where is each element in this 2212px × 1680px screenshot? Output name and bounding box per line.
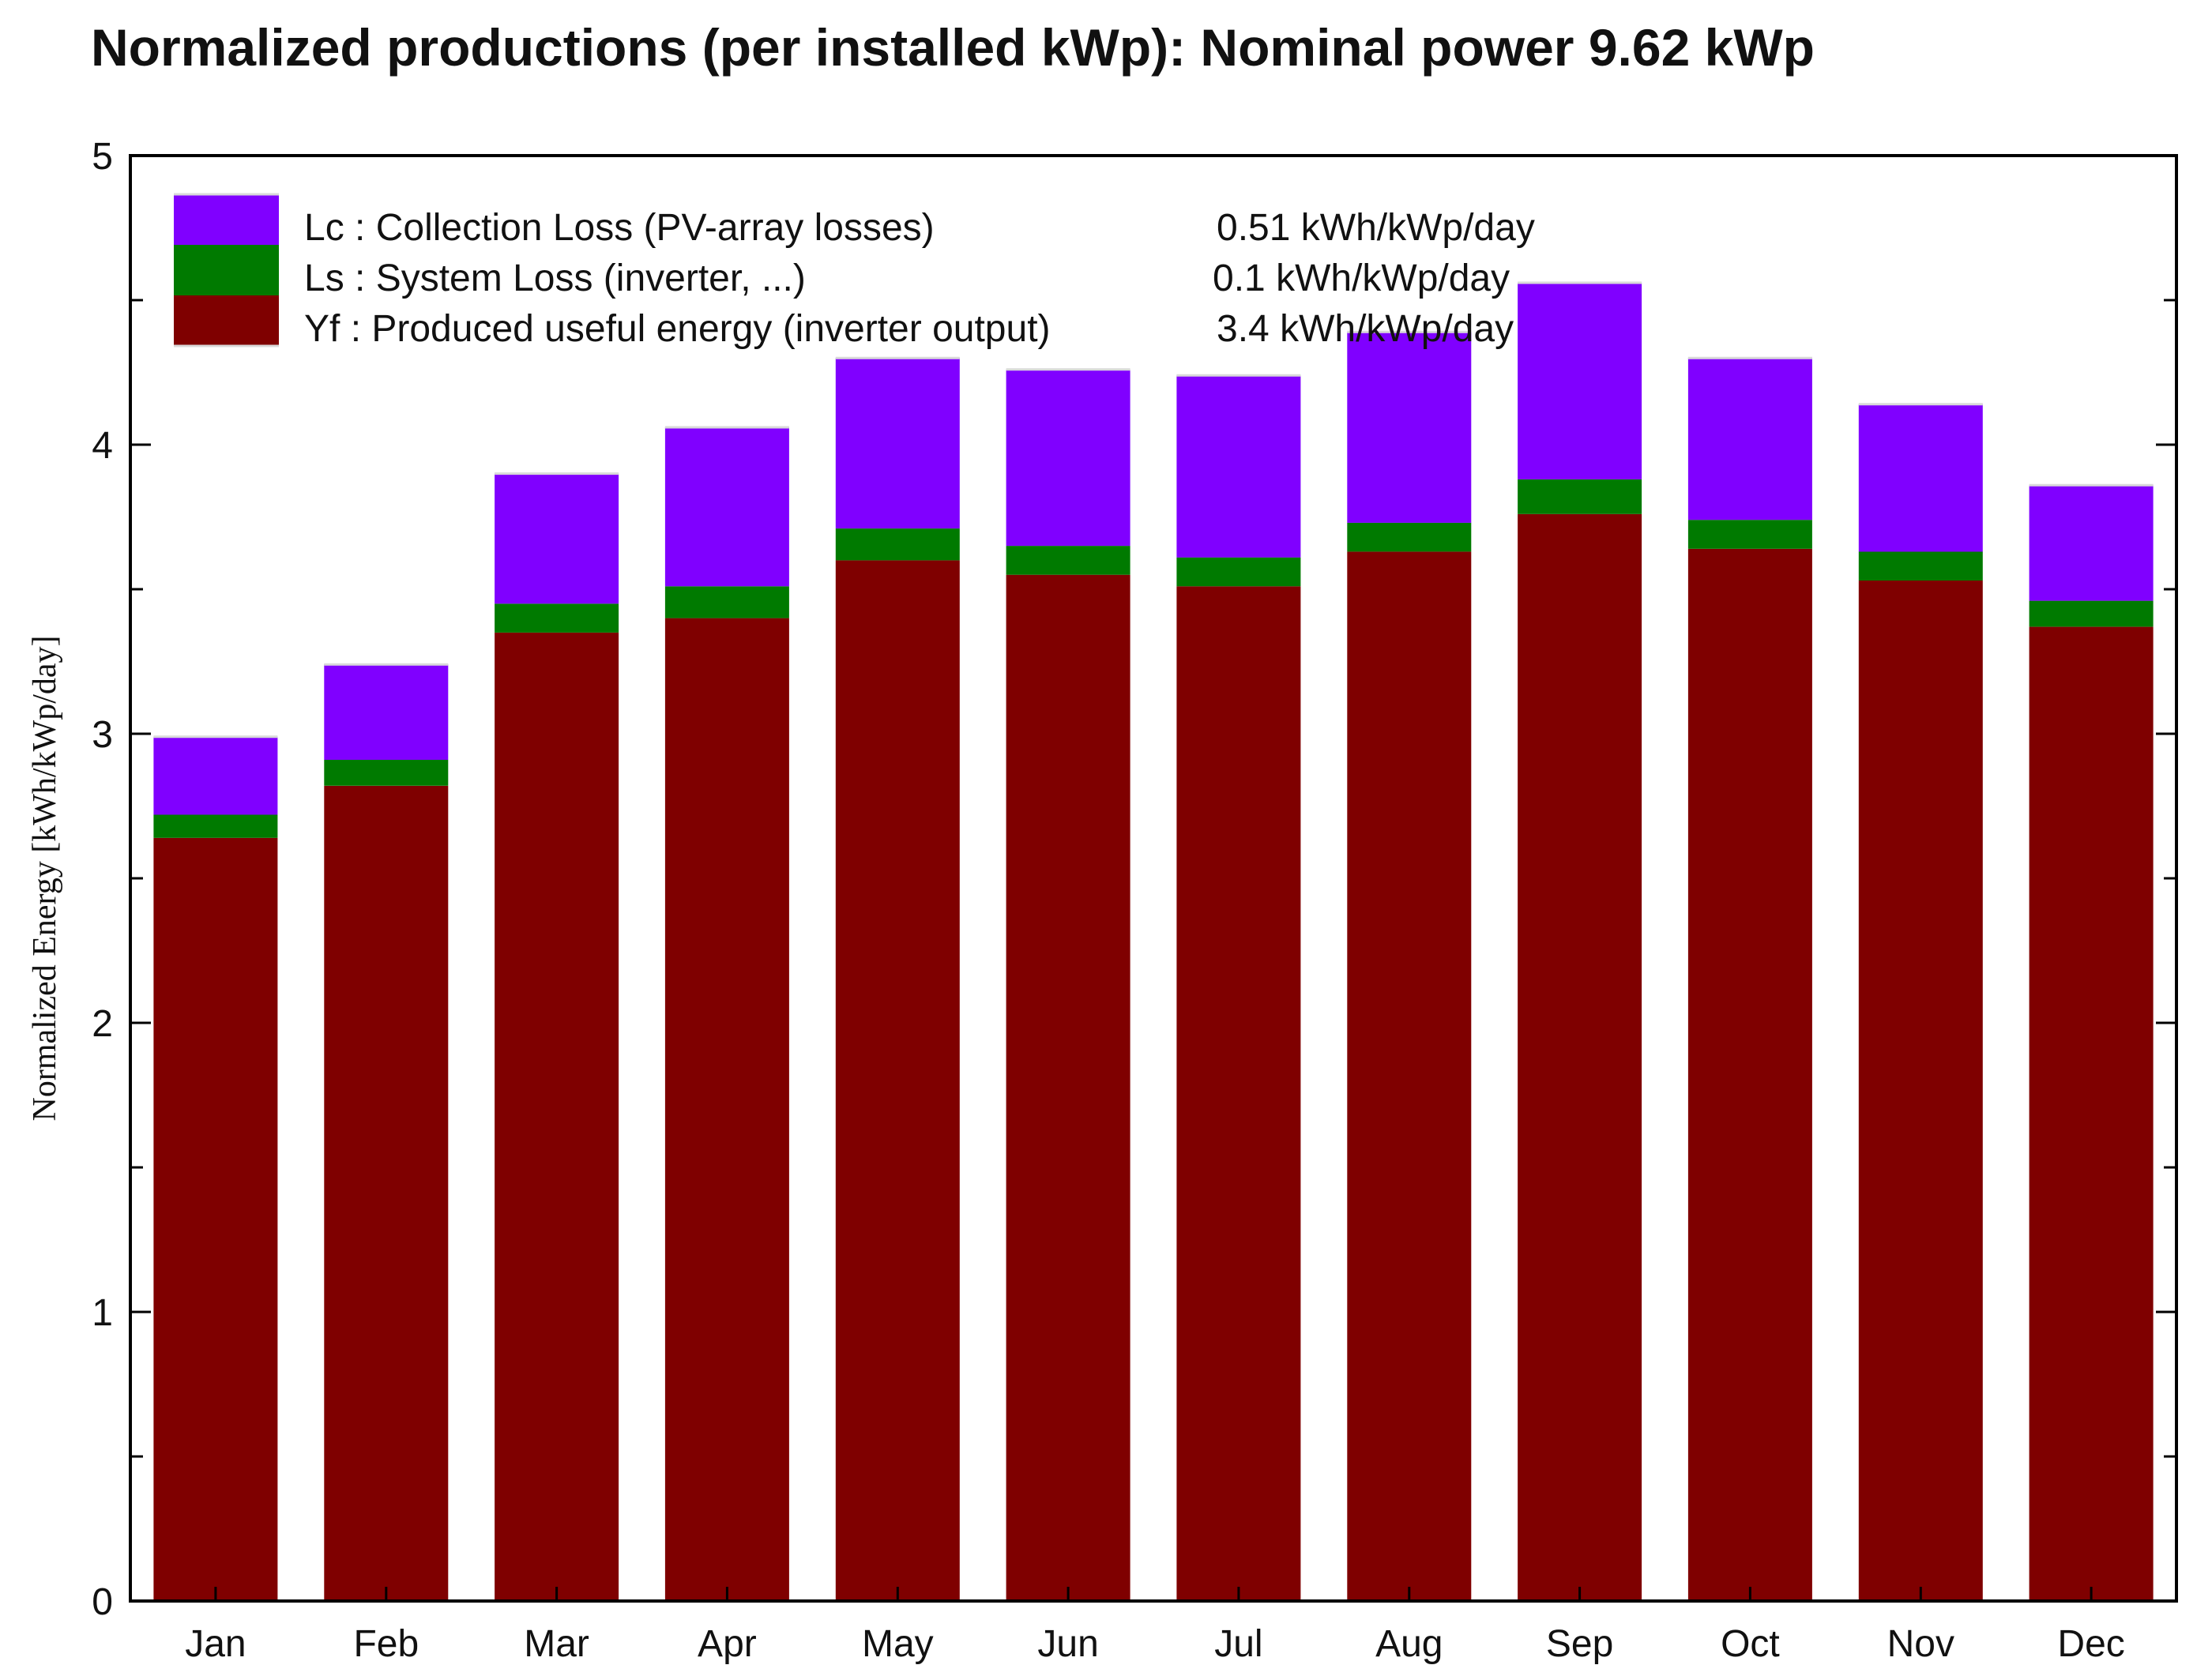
- bar-yf-aug: [1347, 551, 1472, 1601]
- x-tick-label-dec: Dec: [2057, 1623, 2124, 1665]
- x-tick-label-jul: Jul: [1214, 1623, 1262, 1665]
- bar-lc-apr: [664, 427, 789, 587]
- bar-yf-jun: [1006, 574, 1130, 1602]
- bar-ls-jul: [1176, 557, 1301, 587]
- legend-value-lc: 0.51 kWh/kWp/day: [1217, 207, 1535, 249]
- legend-value-ls: 0.1 kWh/kWp/day: [1213, 257, 1510, 299]
- x-tick-label-jan: Jan: [185, 1623, 246, 1665]
- bar-ls-nov: [1858, 551, 1983, 581]
- bar-ls-jun: [1006, 546, 1130, 575]
- legend-value-yf: 3.4 kWh/kWp/day: [1217, 308, 1514, 350]
- legend-swatch-ls: [174, 245, 279, 295]
- legend-swatch-yf: [174, 295, 279, 346]
- bar-lc-dec: [2029, 485, 2154, 601]
- bar-yf-may: [835, 560, 960, 1601]
- bar-ls-may: [835, 528, 960, 561]
- bar-yf-apr: [664, 618, 789, 1601]
- legend-label-yf: Yf : Produced useful energy (inverter ou…: [304, 308, 1051, 350]
- ticks-layer: [130, 154, 2176, 1603]
- y-tick-label-3: 3: [92, 714, 113, 756]
- bar-ls-mar: [495, 603, 619, 633]
- x-tick-label-oct: Oct: [1721, 1623, 1780, 1665]
- x-tick-label-apr: Apr: [698, 1623, 757, 1665]
- bar-lc-nov: [1858, 404, 1983, 552]
- bar-ls-oct: [1687, 520, 1812, 549]
- bar-ls-aug: [1347, 522, 1472, 552]
- legend-label-lc: Lc : Collection Loss (PV-array losses): [304, 207, 935, 249]
- y-tick-label-2: 2: [92, 1003, 113, 1045]
- legend-swatch-lc: [174, 194, 279, 245]
- bar-lc-feb: [324, 664, 449, 760]
- bar-yf-feb: [324, 785, 449, 1601]
- x-tick-label-feb: Feb: [353, 1623, 419, 1665]
- bar-ls-feb: [324, 759, 449, 786]
- bar-yf-nov: [1858, 581, 1983, 1601]
- legend-label-ls: Ls : System Loss (inverter, ...): [304, 257, 806, 299]
- labels-layer: Jan Feb Mar Apr May Jun Jul Aug Sep Oct Nov Dec 0 1 2 3…: [92, 136, 2124, 1665]
- x-tick-label-sep: Sep: [1546, 1623, 1613, 1665]
- x-tick-label-mar: Mar: [524, 1623, 589, 1665]
- legend: Lc : Collection Loss (PV-array losses) 0.…: [174, 193, 1535, 350]
- bar-lc-aug: [1347, 332, 1472, 523]
- x-tick-label-aug: Aug: [1375, 1623, 1443, 1665]
- y-axis-label: Normalized Energy [kWh/kWp/day]: [27, 635, 63, 1121]
- bar-lc-mar: [495, 473, 619, 604]
- bar-yf-dec: [2029, 626, 2154, 1601]
- bar-lc-jan: [153, 736, 278, 815]
- bar-ls-apr: [664, 586, 789, 618]
- bar-lc-jul: [1176, 375, 1301, 558]
- bar-lc-sep: [1518, 283, 1642, 479]
- y-tick-label-5: 5: [92, 136, 113, 178]
- bars-layer: [153, 281, 2154, 1602]
- bar-yf-sep: [1518, 513, 1642, 1601]
- bar-lc-may: [835, 358, 960, 529]
- y-tick-label-1: 1: [92, 1292, 113, 1334]
- bar-yf-oct: [1687, 548, 1812, 1601]
- x-tick-label-may: May: [862, 1623, 934, 1665]
- y-tick-label-4: 4: [92, 425, 113, 467]
- bar-lc-jun: [1006, 369, 1130, 547]
- bar-yf-jan: [153, 837, 278, 1601]
- bar-ls-dec: [2029, 600, 2154, 627]
- bar-yf-jul: [1176, 586, 1301, 1601]
- bar-yf-mar: [495, 632, 619, 1601]
- y-tick-label-0: 0: [92, 1581, 113, 1623]
- bar-ls-sep: [1518, 479, 1642, 514]
- bar-lc-oct: [1687, 358, 1812, 521]
- chart-title: Normalized productions (per installed kW…: [91, 18, 1815, 77]
- x-tick-label-nov: Nov: [1887, 1623, 1954, 1665]
- x-tick-label-jun: Jun: [1037, 1623, 1098, 1665]
- bar-ls-jan: [153, 814, 278, 838]
